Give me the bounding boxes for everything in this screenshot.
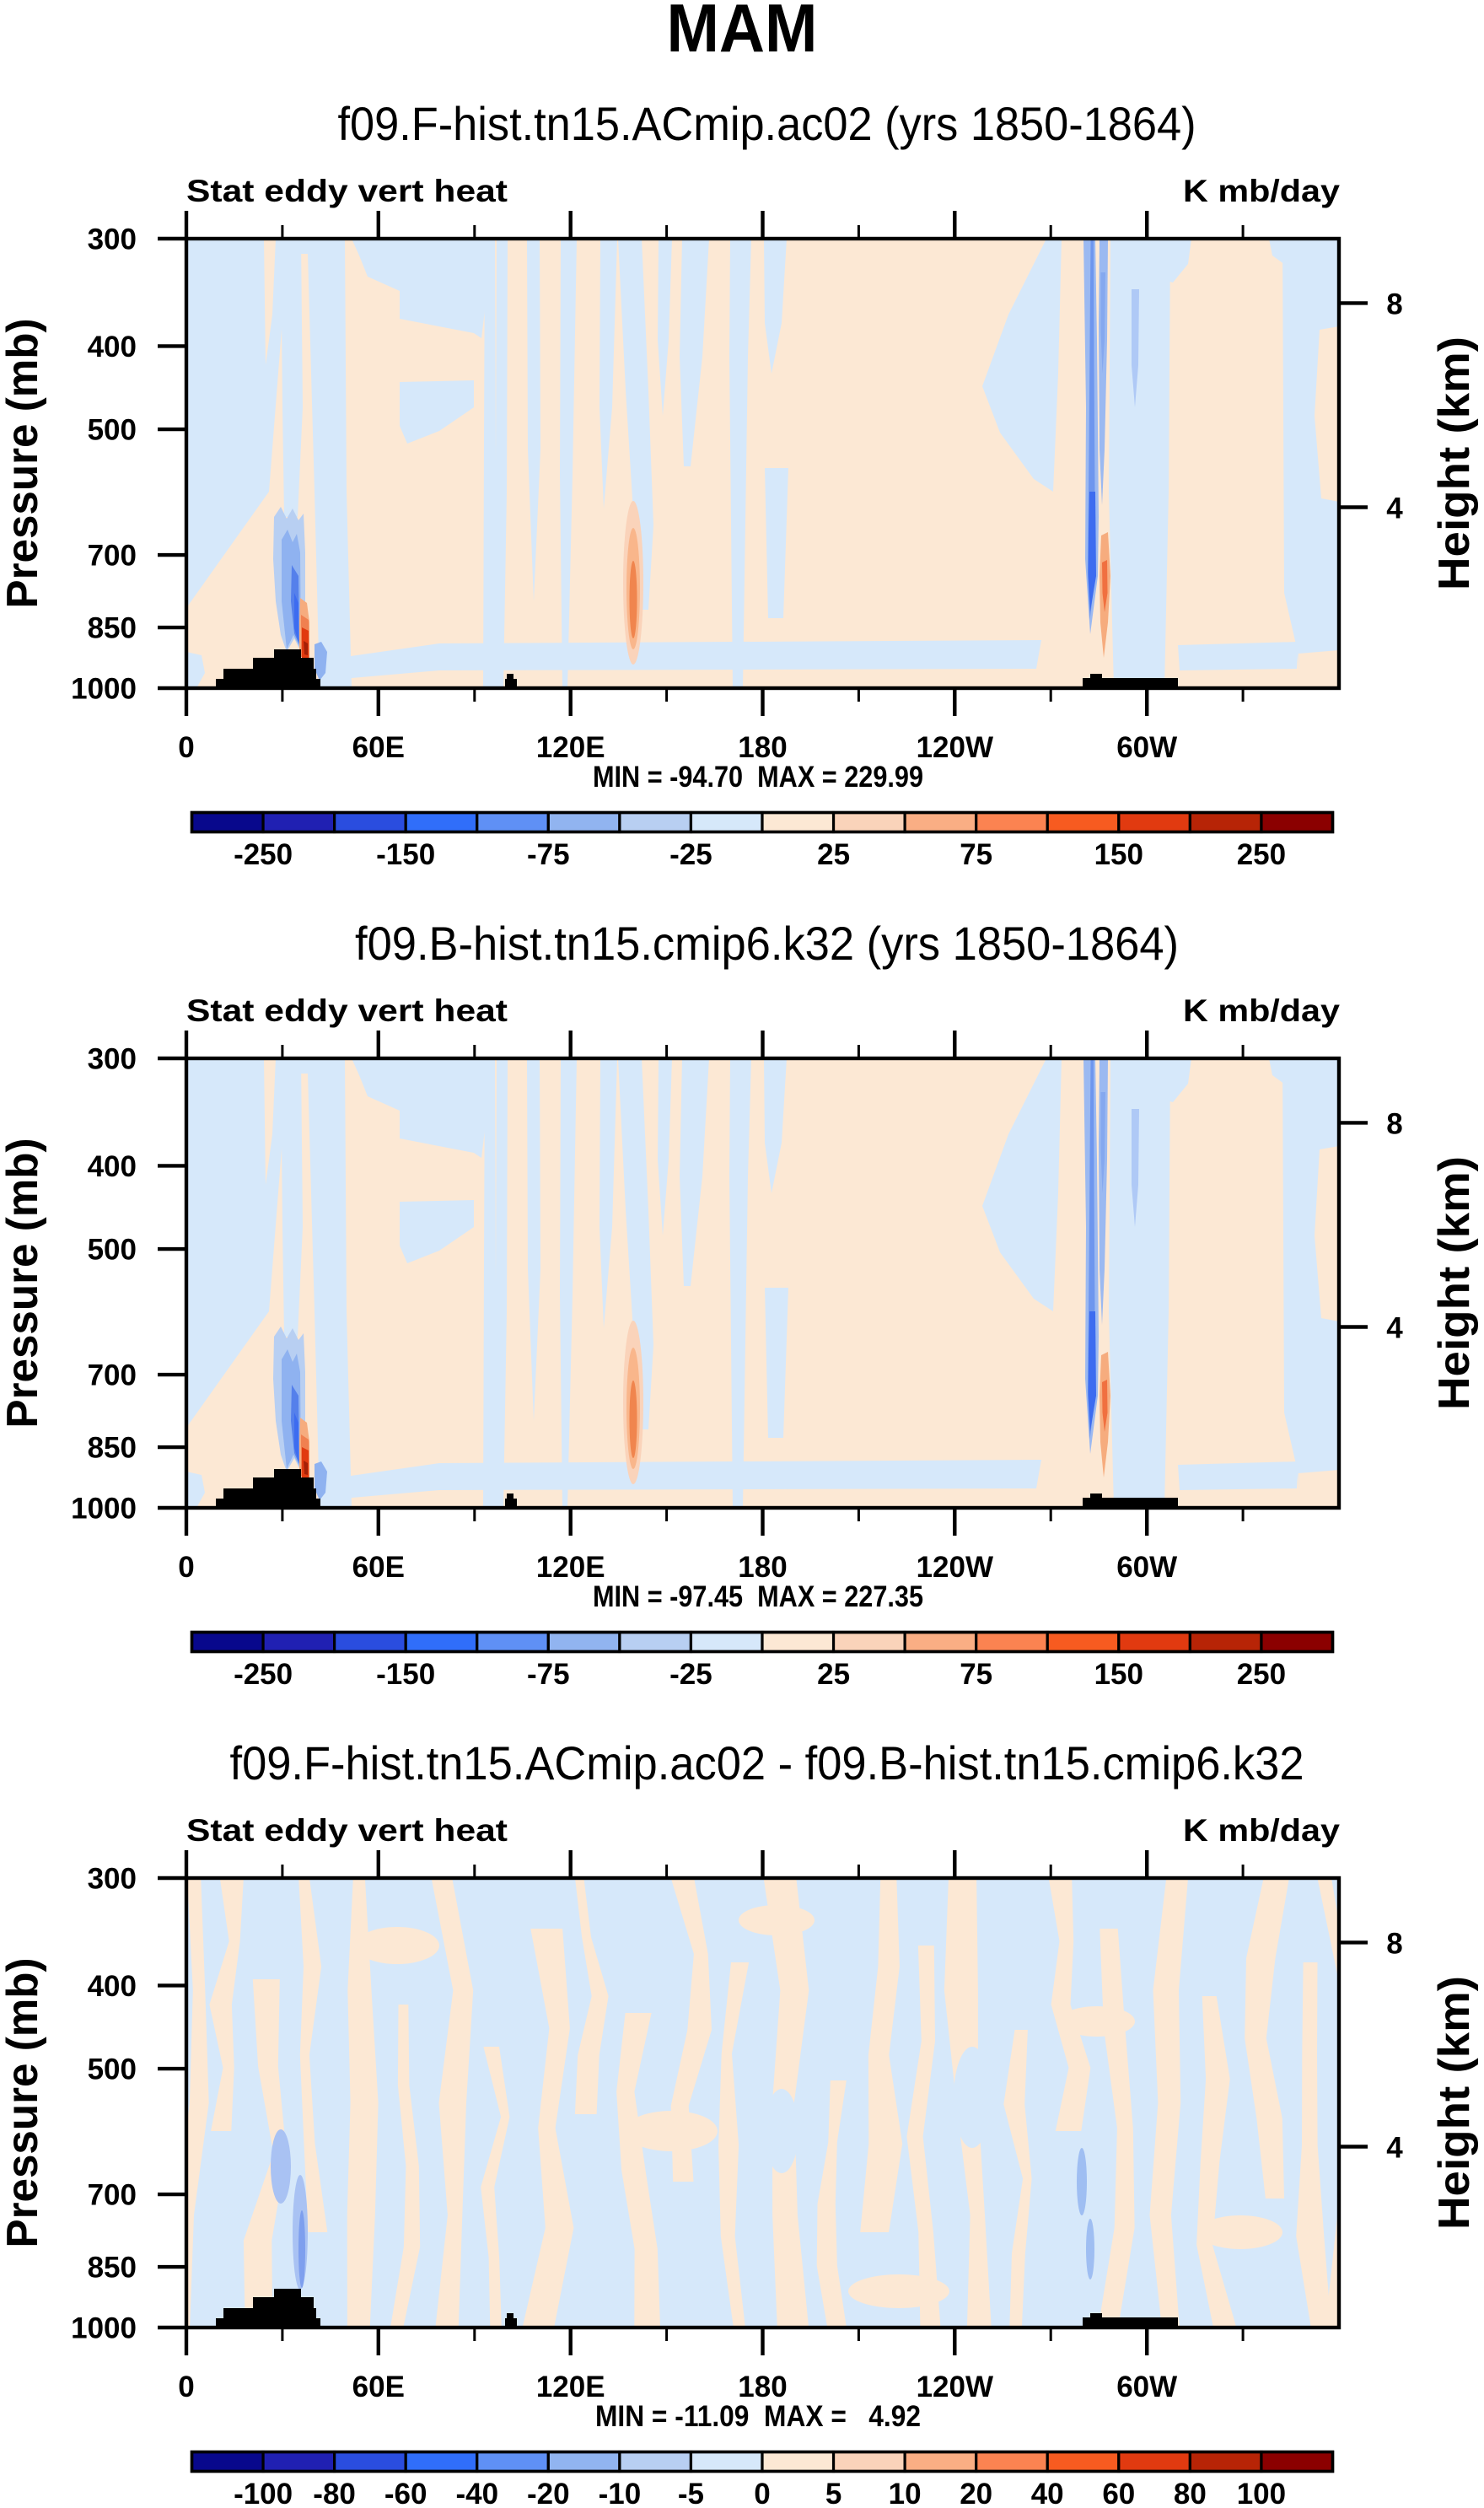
svg-text:-20: -20 (527, 2478, 570, 2508)
svg-text:75: 75 (960, 838, 992, 871)
svg-text:-100: -100 (234, 2478, 293, 2508)
svg-text:120E: 120E (536, 2371, 605, 2403)
svg-text:40: 40 (1031, 2478, 1064, 2508)
svg-text:400: 400 (88, 331, 137, 363)
svg-text:25: 25 (817, 838, 850, 871)
svg-text:180: 180 (738, 2371, 787, 2403)
svg-text:180: 180 (738, 731, 787, 764)
svg-text:500: 500 (88, 2053, 137, 2086)
svg-text:4: 4 (1386, 492, 1403, 525)
svg-text:Height (km): Height (km) (1430, 336, 1479, 590)
svg-text:MIN = -94.70 MAX = 229.99: MIN = -94.70 MAX = 229.99 (593, 761, 923, 794)
svg-text:Height (km): Height (km) (1430, 1976, 1479, 2230)
svg-text:1000: 1000 (71, 673, 137, 706)
svg-text:-10: -10 (599, 2478, 642, 2508)
svg-text:20: 20 (960, 2478, 992, 2508)
svg-text:10: 10 (889, 2478, 922, 2508)
svg-text:MIN = -97.45 MAX = 227.35: MIN = -97.45 MAX = 227.35 (593, 1580, 923, 1613)
svg-text:100: 100 (1237, 2478, 1286, 2508)
svg-text:0: 0 (178, 1551, 194, 1584)
svg-text:K mb/day: K mb/day (1183, 1813, 1340, 1848)
svg-text:8: 8 (1386, 288, 1402, 320)
svg-text:1000: 1000 (71, 2312, 137, 2345)
svg-text:0: 0 (178, 2371, 194, 2403)
svg-text:Pressure (mb): Pressure (mb) (0, 1138, 47, 1429)
svg-text:700: 700 (88, 1359, 137, 1392)
svg-text:120W: 120W (917, 731, 993, 764)
svg-text:500: 500 (88, 1234, 137, 1267)
svg-text:400: 400 (88, 1970, 137, 2003)
svg-text:f09.F-hist.tn15.ACmip.ac02 - f: f09.F-hist.tn15.ACmip.ac02 - f09.B-hist.… (230, 1736, 1304, 1790)
svg-text:1000: 1000 (71, 1493, 137, 1526)
svg-text:60W: 60W (1116, 1551, 1177, 1584)
svg-text:-80: -80 (313, 2478, 356, 2508)
svg-text:850: 850 (88, 2252, 137, 2285)
svg-text:60W: 60W (1116, 731, 1177, 764)
svg-text:60E: 60E (352, 731, 405, 764)
svg-text:60W: 60W (1116, 2371, 1177, 2403)
svg-text:700: 700 (88, 540, 137, 573)
svg-text:500: 500 (88, 414, 137, 447)
svg-text:150: 150 (1094, 838, 1143, 871)
svg-text:300: 300 (88, 1863, 137, 1896)
svg-text:700: 700 (88, 2179, 137, 2212)
svg-text:300: 300 (88, 223, 137, 256)
svg-text:Pressure (mb): Pressure (mb) (0, 1958, 47, 2248)
svg-text:MAM: MAM (667, 0, 818, 67)
svg-text:-250: -250 (234, 1658, 293, 1691)
svg-text:-60: -60 (384, 2478, 427, 2508)
svg-text:-5: -5 (678, 2478, 704, 2508)
svg-text:-250: -250 (234, 838, 293, 871)
svg-text:120W: 120W (917, 1551, 993, 1584)
svg-text:-25: -25 (669, 838, 712, 871)
svg-text:250: 250 (1237, 1658, 1286, 1691)
svg-text:400: 400 (88, 1150, 137, 1183)
svg-text:8: 8 (1386, 1107, 1402, 1140)
svg-text:Stat eddy vert heat: Stat eddy vert heat (186, 174, 508, 208)
svg-text:-75: -75 (527, 1658, 570, 1691)
svg-text:850: 850 (88, 612, 137, 645)
svg-text:120W: 120W (917, 2371, 993, 2403)
svg-text:5: 5 (825, 2478, 841, 2508)
svg-text:120E: 120E (536, 731, 605, 764)
svg-text:-150: -150 (376, 1658, 435, 1691)
svg-text:120E: 120E (536, 1551, 605, 1584)
svg-text:80: 80 (1174, 2478, 1207, 2508)
svg-text:MIN = -11.09 MAX = 4.92: MIN = -11.09 MAX = 4.92 (595, 2400, 921, 2433)
svg-text:K mb/day: K mb/day (1183, 174, 1340, 208)
svg-text:0: 0 (178, 731, 194, 764)
svg-text:Height (km): Height (km) (1430, 1156, 1479, 1410)
svg-text:8: 8 (1386, 1927, 1402, 1960)
svg-text:4: 4 (1386, 2132, 1403, 2165)
svg-text:300: 300 (88, 1043, 137, 1076)
svg-text:f09.F-hist.tn15.ACmip.ac02 (yr: f09.F-hist.tn15.ACmip.ac02 (yrs 1850-186… (338, 97, 1196, 150)
svg-text:180: 180 (738, 1551, 787, 1584)
svg-text:60: 60 (1102, 2478, 1135, 2508)
svg-text:75: 75 (960, 1658, 992, 1691)
svg-text:K mb/day: K mb/day (1183, 993, 1340, 1028)
svg-text:Pressure (mb): Pressure (mb) (0, 319, 47, 609)
svg-text:150: 150 (1094, 1658, 1143, 1691)
svg-text:-25: -25 (669, 1658, 712, 1691)
svg-text:4: 4 (1386, 1312, 1403, 1345)
svg-text:-40: -40 (456, 2478, 499, 2508)
svg-text:0: 0 (754, 2478, 770, 2508)
svg-text:25: 25 (817, 1658, 850, 1691)
svg-text:60E: 60E (352, 2371, 405, 2403)
svg-text:f09.B-hist.tn15.cmip6.k32 (yrs: f09.B-hist.tn15.cmip6.k32 (yrs 1850-1864… (355, 917, 1179, 970)
svg-text:850: 850 (88, 1432, 137, 1465)
svg-text:250: 250 (1237, 838, 1286, 871)
svg-text:Stat eddy vert heat: Stat eddy vert heat (186, 1813, 508, 1848)
svg-text:60E: 60E (352, 1551, 405, 1584)
svg-text:-75: -75 (527, 838, 570, 871)
svg-text:Stat eddy vert heat: Stat eddy vert heat (186, 993, 508, 1028)
svg-text:-150: -150 (376, 838, 435, 871)
